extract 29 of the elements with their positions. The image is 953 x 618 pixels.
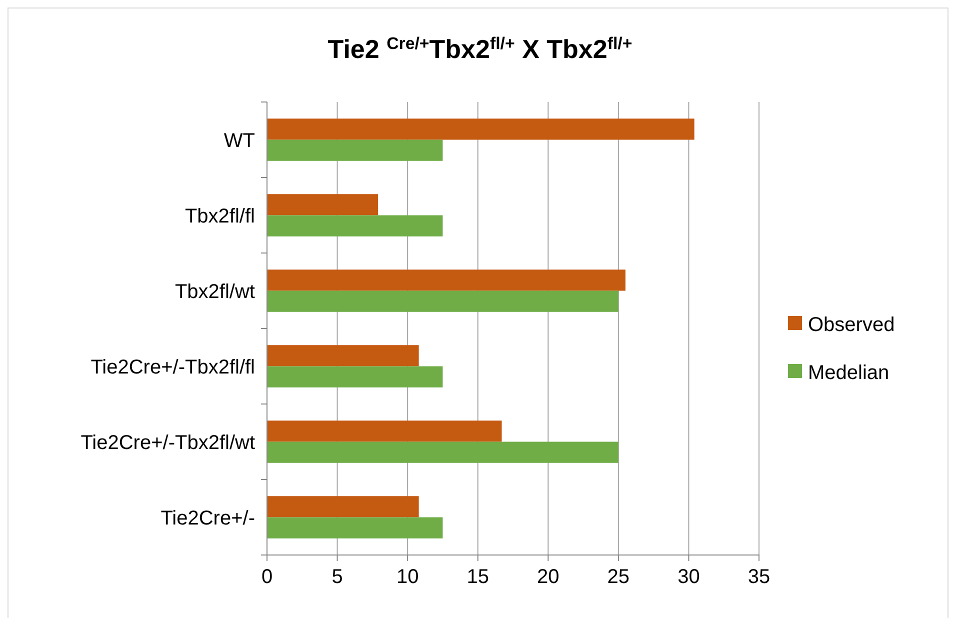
x-tick-label: 30 — [678, 566, 700, 588]
y-tick-label: Tbx2fl/fl — [184, 205, 255, 228]
bar — [267, 140, 443, 161]
x-tick-label: 10 — [396, 566, 419, 588]
bar — [267, 345, 419, 366]
bar — [267, 517, 443, 538]
y-tick-label: Tbx2fl/wt — [174, 280, 256, 303]
bar — [267, 270, 626, 291]
bar — [267, 194, 378, 216]
x-tick-label: 25 — [607, 566, 630, 588]
x-tick-label: 15 — [466, 566, 489, 588]
bar — [267, 215, 443, 236]
bar — [267, 442, 618, 463]
bar — [267, 420, 502, 442]
chart-title: Tie2 $^{Cre/+}$Tbx2$^{fl/+}$ X Tbx2$^{fl/+}$ — [328, 34, 632, 64]
y-tick-label: Tie2Cre+/-Tbx2fl/wt — [80, 432, 256, 454]
bar — [267, 496, 419, 518]
y-tick-label: WT — [224, 130, 255, 152]
x-tick-label: 5 — [332, 566, 343, 588]
x-tick-label: 0 — [261, 566, 273, 588]
legend-label: Observed — [808, 314, 895, 336]
legend-label: Medelian — [808, 362, 890, 384]
y-tick-label: Tie2Cre+/- — [160, 507, 255, 530]
bar — [267, 366, 443, 388]
y-tick-label: Tie2Cre+/-Tbx2fl/fl — [90, 356, 255, 378]
bar — [267, 118, 694, 140]
x-tick-label: 20 — [537, 566, 560, 588]
x-tick-label: 35 — [748, 566, 770, 588]
bar — [267, 290, 618, 312]
